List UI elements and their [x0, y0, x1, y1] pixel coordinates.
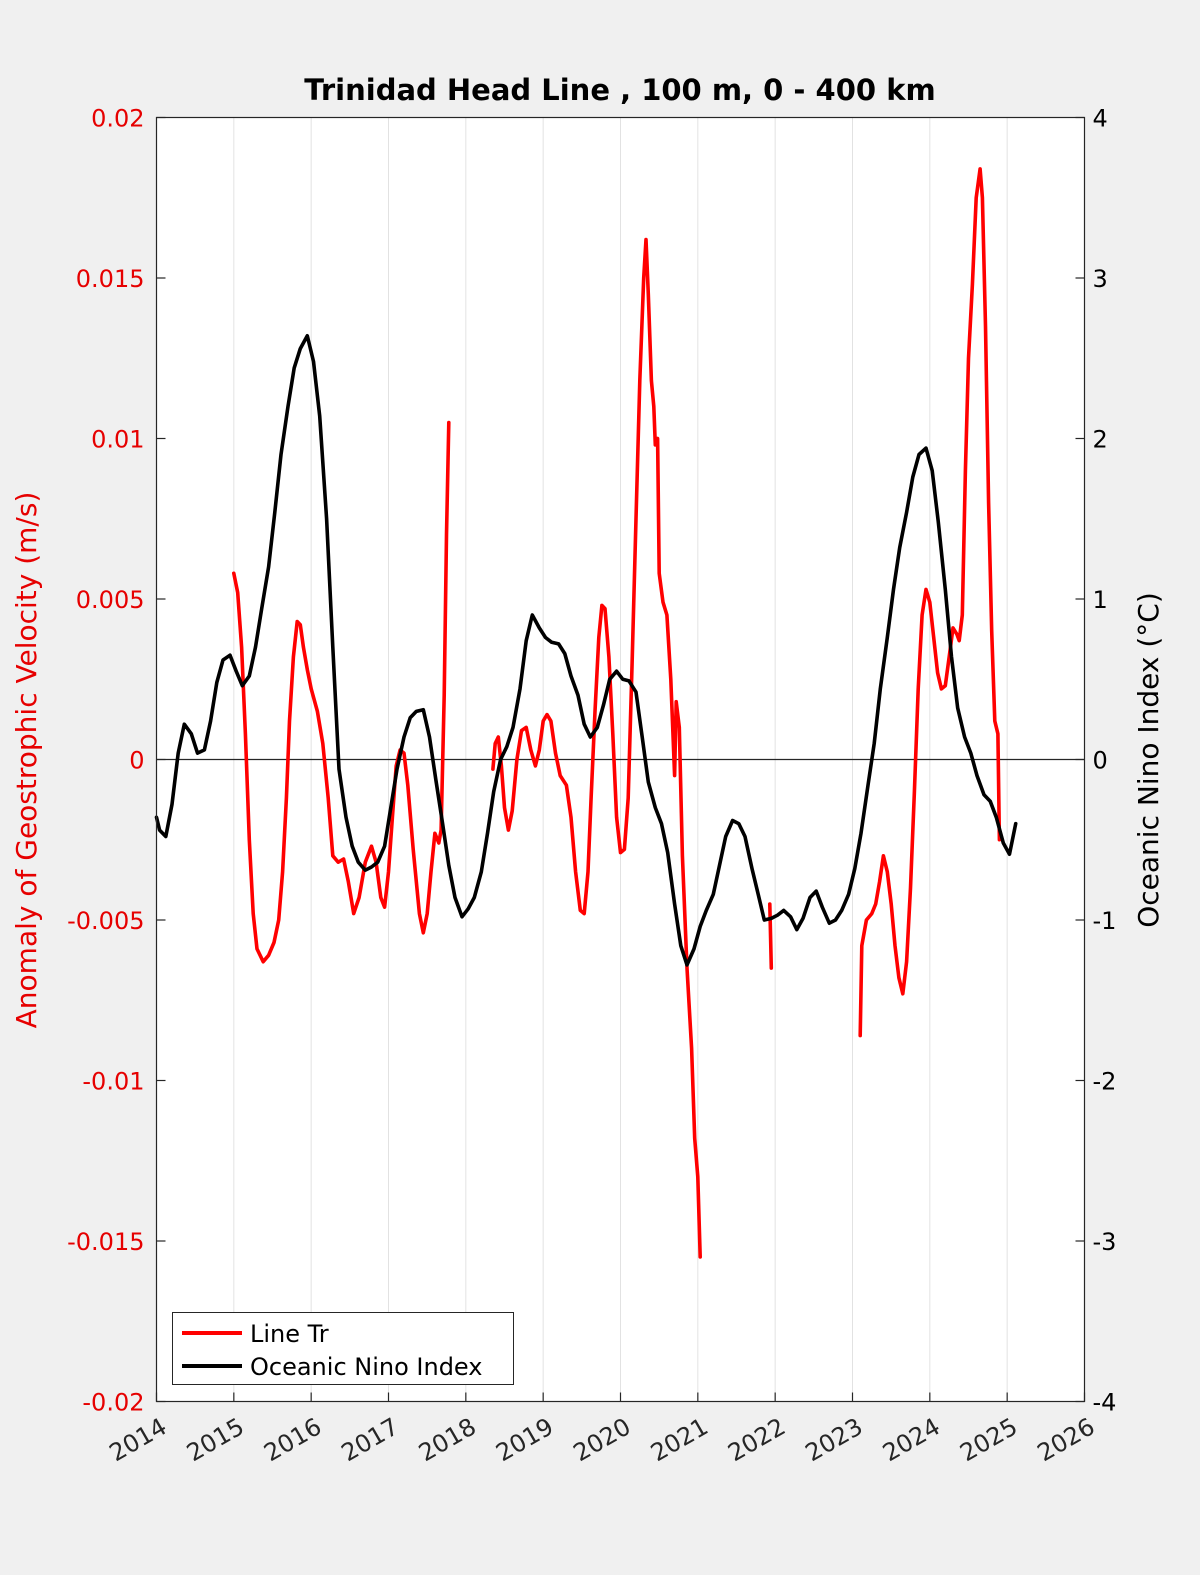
legend-box — [172, 1312, 514, 1385]
y-left-tick-label: 0.015 — [76, 265, 145, 293]
series-line-tr-segment-0 — [232, 420, 451, 964]
y-right-tick-label: -2 — [1093, 1068, 1117, 1096]
y-right-tick-label: 1 — [1093, 586, 1108, 614]
series-oni-segment-0 — [154, 334, 1018, 967]
y-left-tick-label: 0.01 — [91, 426, 144, 454]
series-line-tr-segment-2 — [768, 902, 774, 970]
y-left-tick-label: -0.005 — [67, 907, 144, 935]
y-left-tick-label: -0.015 — [67, 1228, 144, 1256]
legend-label-line-tr: Line Tr — [250, 1320, 329, 1348]
y-right-tick-label: 0 — [1093, 747, 1108, 775]
y-left-tick-label: 0.02 — [91, 105, 144, 133]
series-line-tr-segment-1 — [491, 237, 702, 1259]
y-right-tick-label: 2 — [1093, 426, 1108, 454]
y-axis-right-label: Oceanic Nino Index (°C) — [1132, 592, 1165, 928]
y-right-tick-label: -1 — [1093, 907, 1117, 935]
y-left-tick-label: -0.01 — [82, 1068, 144, 1096]
series-layer — [154, 167, 1018, 1259]
y-right-tick-labels: 4 3 2 1 0 -1 -2 -3 -4 — [1093, 105, 1117, 1417]
legend: Line Tr Oceanic Nino Index — [172, 1312, 514, 1385]
y-left-tick-label: 0 — [129, 747, 144, 775]
y-left-tick-label: 0.005 — [76, 586, 145, 614]
y-axis-left-label: Anomaly of Geostrophic Velocity (m/s) — [10, 492, 43, 1029]
y-right-tick-label: -3 — [1093, 1228, 1117, 1256]
chart-title: Trinidad Head Line , 100 m, 0 - 400 km — [304, 73, 935, 107]
y-left-tick-label: -0.02 — [82, 1389, 144, 1417]
y-right-tick-label: -4 — [1093, 1389, 1117, 1417]
y-left-tick-labels: 0.02 0.015 0.01 0.005 0 -0.005 -0.01 -0.015 -0.0… — [67, 105, 144, 1417]
series-line-tr-segment-3 — [858, 167, 1002, 1038]
legend-label-oni: Oceanic Nino Index — [250, 1353, 482, 1381]
y-right-tick-label: 3 — [1093, 265, 1108, 293]
y-right-tick-label: 4 — [1093, 105, 1108, 133]
tick-marks — [155, 116, 1086, 1403]
